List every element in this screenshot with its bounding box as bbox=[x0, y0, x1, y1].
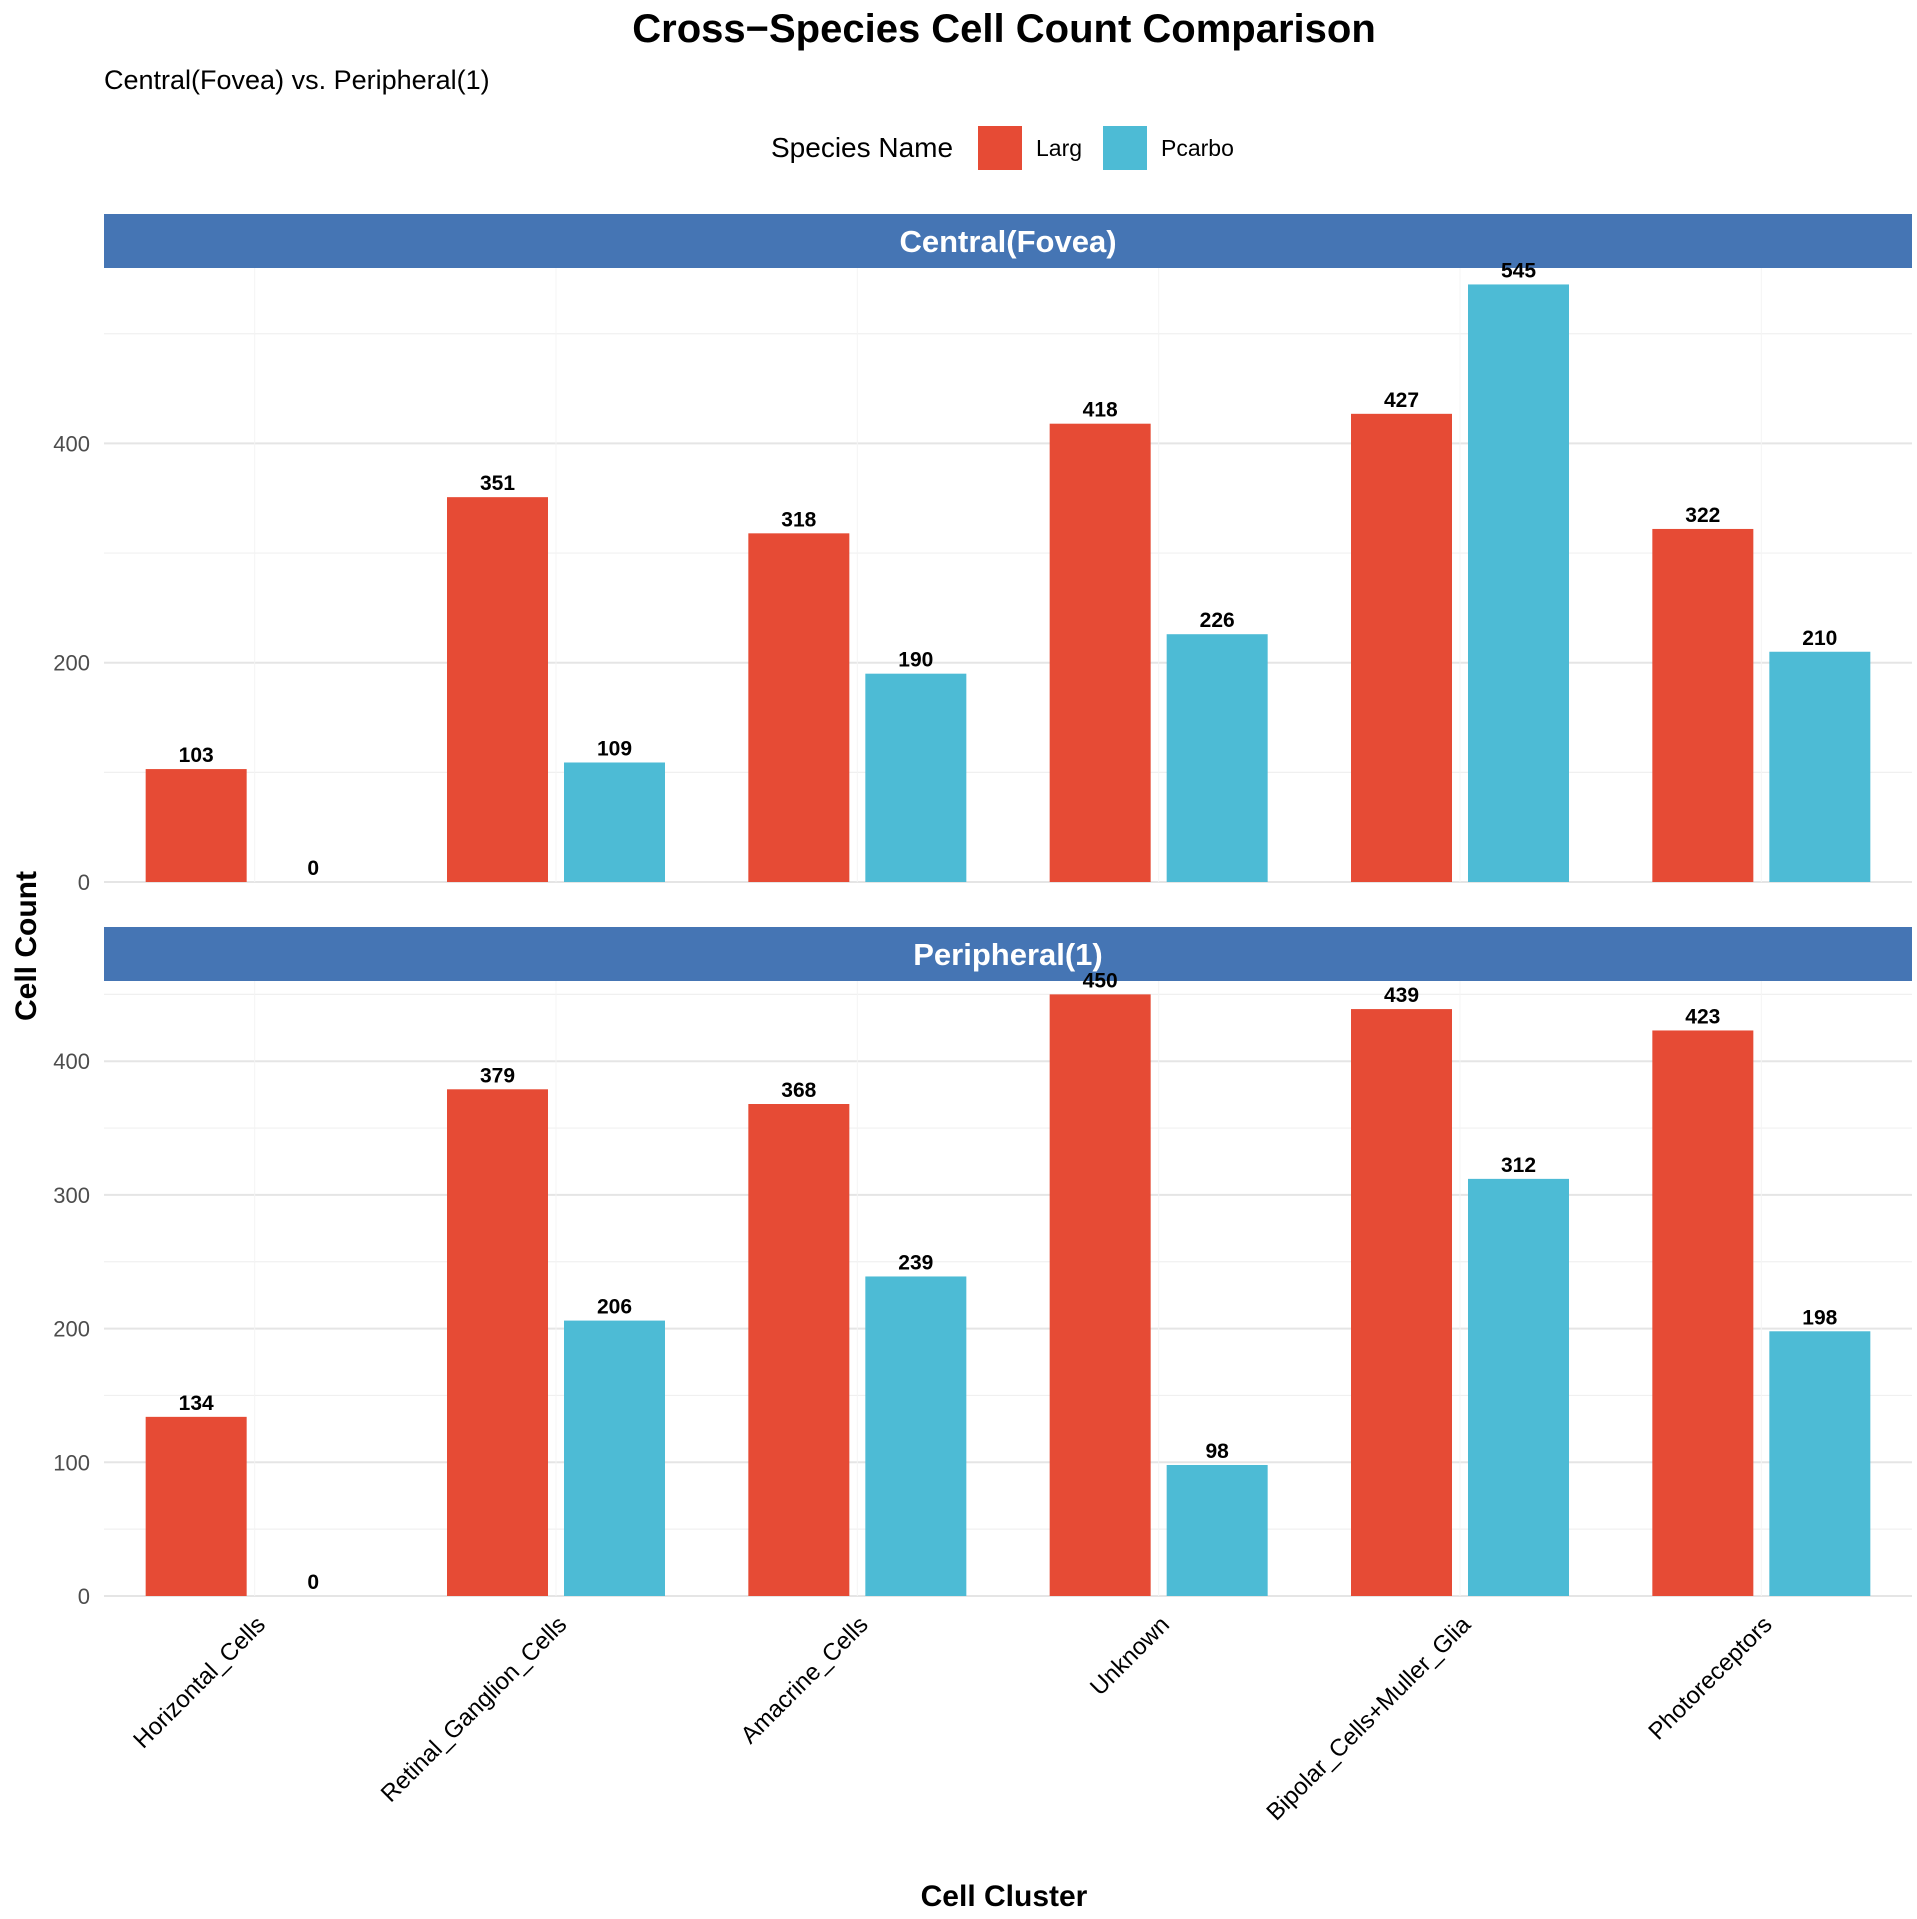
bar-value-label: 312 bbox=[1501, 1154, 1536, 1177]
bar-value-label: 351 bbox=[480, 472, 515, 495]
bar-larg-photoreceptors bbox=[1652, 528, 1754, 882]
bar-value-label: 134 bbox=[179, 1392, 214, 1415]
bar-value-label: 379 bbox=[480, 1064, 515, 1087]
bar-larg-amacrine_cells bbox=[748, 1104, 850, 1596]
chart-subtitle: Central(Fovea) vs. Peripheral(1) bbox=[104, 65, 490, 95]
bar-pcarbo-retinal_ganglion_cells bbox=[564, 762, 665, 882]
bar-pcarbo-photoreceptors bbox=[1769, 651, 1871, 882]
bar-pcarbo-bipolar_cells+muller_glia bbox=[1468, 1178, 1569, 1596]
x-axis-title: Cell Cluster bbox=[921, 1880, 1088, 1913]
legend-label-pcarbo: Pcarbo bbox=[1161, 135, 1234, 161]
bar-larg-retinal_ganglion_cells bbox=[447, 497, 548, 882]
bar-value-label: 368 bbox=[781, 1079, 816, 1102]
y-tick-label: 400 bbox=[53, 1049, 90, 1074]
y-tick-label: 400 bbox=[53, 431, 90, 456]
panel-strip-label: Central(Fovea) bbox=[899, 224, 1116, 259]
bar-value-label: 545 bbox=[1501, 259, 1536, 282]
bar-pcarbo-bipolar_cells+muller_glia bbox=[1468, 284, 1569, 883]
bar-value-label: 0 bbox=[307, 1571, 319, 1594]
bar-value-label: 450 bbox=[1083, 969, 1118, 992]
bar-value-label: 98 bbox=[1205, 1440, 1229, 1463]
y-tick-label: 0 bbox=[78, 1584, 90, 1609]
panel-strip bbox=[104, 214, 1912, 268]
bar-value-label: 439 bbox=[1384, 984, 1419, 1007]
bar-value-label: 210 bbox=[1802, 627, 1837, 650]
bar-value-label: 190 bbox=[898, 649, 933, 672]
bar-value-label: 318 bbox=[781, 508, 816, 531]
bar-pcarbo-photoreceptors bbox=[1769, 1331, 1871, 1596]
bar-value-label: 418 bbox=[1083, 399, 1118, 422]
bar-larg-unknown bbox=[1049, 994, 1151, 1596]
panels: Central(Fovea) 0 200 400 103 351 318 418 427 322 0… bbox=[53, 214, 1912, 1609]
legend-label-larg: Larg bbox=[1036, 135, 1082, 161]
y-tick-label: 0 bbox=[78, 870, 90, 895]
bar-value-label: 206 bbox=[597, 1296, 632, 1319]
bar-value-label: 239 bbox=[898, 1251, 933, 1274]
panel-strip bbox=[104, 927, 1912, 981]
bar-larg-retinal_ganglion_cells bbox=[447, 1089, 548, 1596]
y-tick-label: 300 bbox=[53, 1183, 90, 1208]
panel-0: Central(Fovea) 0 200 400 103 351 318 418 427 322 0… bbox=[53, 214, 1912, 895]
bar-value-label: 0 bbox=[307, 857, 319, 880]
panel-strip-label: Peripheral(1) bbox=[913, 937, 1103, 972]
bar-pcarbo-retinal_ganglion_cells bbox=[564, 1320, 665, 1596]
legend: Species Name Larg Pcarbo bbox=[771, 126, 1234, 170]
bar-larg-amacrine_cells bbox=[748, 533, 850, 882]
bar-value-label: 198 bbox=[1802, 1306, 1837, 1329]
bar-value-label: 226 bbox=[1200, 609, 1235, 632]
legend-swatch-pcarbo bbox=[1103, 126, 1147, 170]
bar-value-label: 103 bbox=[179, 744, 214, 767]
bar-value-label: 423 bbox=[1685, 1005, 1720, 1028]
bar-larg-horizontal_cells bbox=[145, 769, 247, 882]
y-tick-label: 200 bbox=[53, 651, 90, 676]
y-tick-label: 200 bbox=[53, 1317, 90, 1342]
bar-value-label: 427 bbox=[1384, 389, 1419, 412]
bar-pcarbo-amacrine_cells bbox=[865, 1276, 967, 1596]
bar-pcarbo-unknown bbox=[1166, 634, 1268, 882]
bar-larg-bipolar_cells+muller_glia bbox=[1351, 413, 1452, 882]
bar-larg-unknown bbox=[1049, 423, 1151, 882]
bar-value-label: 322 bbox=[1685, 504, 1720, 527]
bar-larg-photoreceptors bbox=[1652, 1030, 1754, 1596]
bar-pcarbo-amacrine_cells bbox=[865, 673, 967, 882]
bar-larg-bipolar_cells+muller_glia bbox=[1351, 1009, 1452, 1596]
legend-title: Species Name bbox=[771, 132, 953, 163]
y-tick-label: 100 bbox=[53, 1450, 90, 1475]
bar-pcarbo-unknown bbox=[1166, 1464, 1268, 1596]
bar-value-label: 109 bbox=[597, 737, 632, 760]
panel-1: Peripheral(1) 0 100 200 300 400 134 379 368 450 43… bbox=[53, 927, 1912, 1609]
y-axis-title: Cell Count bbox=[10, 871, 43, 1021]
bar-larg-horizontal_cells bbox=[145, 1416, 247, 1596]
chart-title: Cross−Species Cell Count Comparison bbox=[632, 7, 1376, 51]
legend-swatch-larg bbox=[978, 126, 1022, 170]
